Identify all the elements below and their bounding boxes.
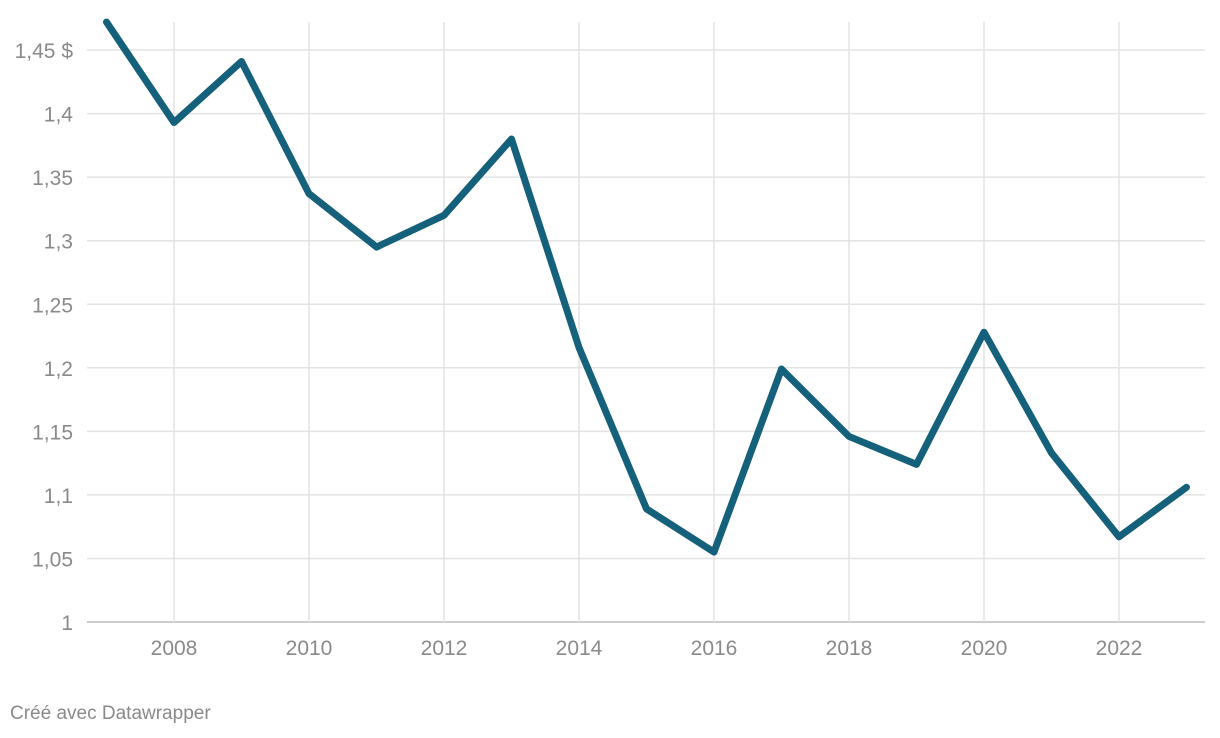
y-tick-label: 1,2 bbox=[44, 358, 73, 381]
y-tick-label: 1,05 bbox=[32, 548, 73, 571]
y-tick-label: 1,1 bbox=[44, 485, 73, 508]
x-tick-label: 2008 bbox=[151, 637, 198, 660]
y-tick-label: 1,35 bbox=[32, 167, 73, 190]
x-tick-label: 2014 bbox=[556, 637, 603, 660]
x-tick-label: 2020 bbox=[961, 637, 1008, 660]
x-tick-label: 2022 bbox=[1096, 637, 1143, 660]
series-line bbox=[103, 18, 1190, 556]
credit-text: Créé avec Datawrapper bbox=[10, 703, 211, 724]
y-tick-label: 1,25 bbox=[32, 294, 73, 317]
x-tick-label: 2012 bbox=[421, 637, 468, 660]
x-tick-label: 2016 bbox=[691, 637, 738, 660]
x-tick-label: 2018 bbox=[826, 637, 873, 660]
y-tick-label: 1,45 $ bbox=[15, 40, 74, 63]
y-tick-label: 1,3 bbox=[44, 231, 73, 254]
x-tick-label: 2010 bbox=[286, 637, 333, 660]
y-tick-label: 1 bbox=[61, 612, 73, 635]
y-tick-label: 1,4 bbox=[44, 104, 74, 127]
y-tick-label: 1,15 bbox=[32, 421, 73, 444]
